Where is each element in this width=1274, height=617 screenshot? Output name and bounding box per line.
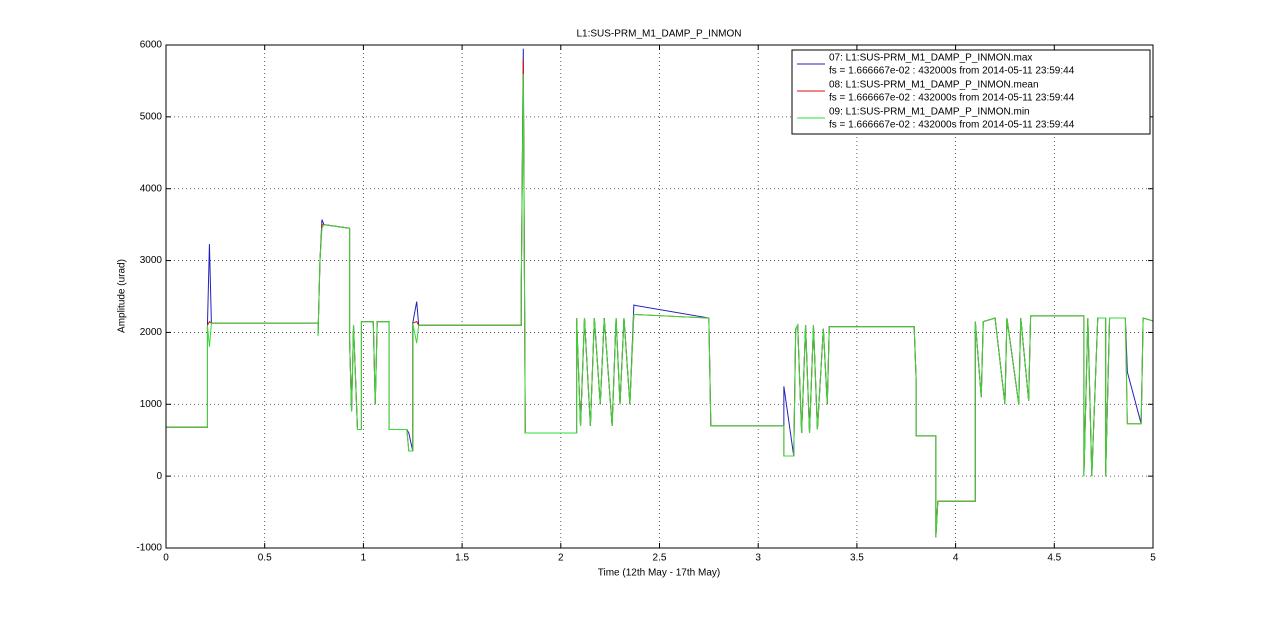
x-tick-label: 2	[558, 553, 564, 564]
legend-label: 08: L1:SUS-PRM_M1_DAMP_P_INMON.mean	[829, 80, 1039, 91]
x-tick-label: 0.5	[258, 553, 272, 564]
legend-detail: fs = 1.666667e-02 : 432000s from 2014-05…	[829, 93, 1075, 104]
y-axis-label: Amplitude (urad)	[117, 259, 128, 333]
y-tick-label: 3000	[140, 255, 163, 266]
legend-detail: fs = 1.666667e-02 : 432000s from 2014-05…	[829, 66, 1075, 77]
legend-label: 09: L1:SUS-PRM_M1_DAMP_P_INMON.min	[829, 107, 1030, 118]
x-tick-label: 2.5	[653, 553, 667, 564]
y-tick-label: 2000	[140, 327, 163, 338]
legend-label: 07: L1:SUS-PRM_M1_DAMP_P_INMON.max	[829, 53, 1032, 64]
y-tick-label: 4000	[140, 183, 163, 194]
y-tick-label: 0	[156, 471, 162, 482]
y-tick-label: 1000	[140, 399, 163, 410]
x-tick-label: 0	[163, 553, 169, 564]
x-tick-label: 5	[1150, 553, 1156, 564]
x-tick-label: 1	[361, 553, 367, 564]
x-axis-label: Time (12th May - 17th May)	[598, 568, 720, 579]
x-tick-label: 4	[953, 553, 959, 564]
y-tick-label: 5000	[140, 111, 163, 122]
x-tick-label: 3.5	[850, 553, 864, 564]
y-tick-label: 6000	[140, 40, 163, 51]
y-tick-label: -1000	[136, 543, 162, 554]
legend-detail: fs = 1.666667e-02 : 432000s from 2014-05…	[829, 120, 1075, 131]
x-tick-label: 1.5	[455, 553, 469, 564]
legend-box	[791, 49, 1151, 135]
x-tick-label: 4.5	[1047, 553, 1061, 564]
plot-frame	[165, 44, 1154, 549]
data-line	[166, 73, 1154, 538]
x-tick-label: 3	[755, 553, 761, 564]
chart-title: L1:SUS-PRM_M1_DAMP_P_INMON	[576, 29, 741, 40]
